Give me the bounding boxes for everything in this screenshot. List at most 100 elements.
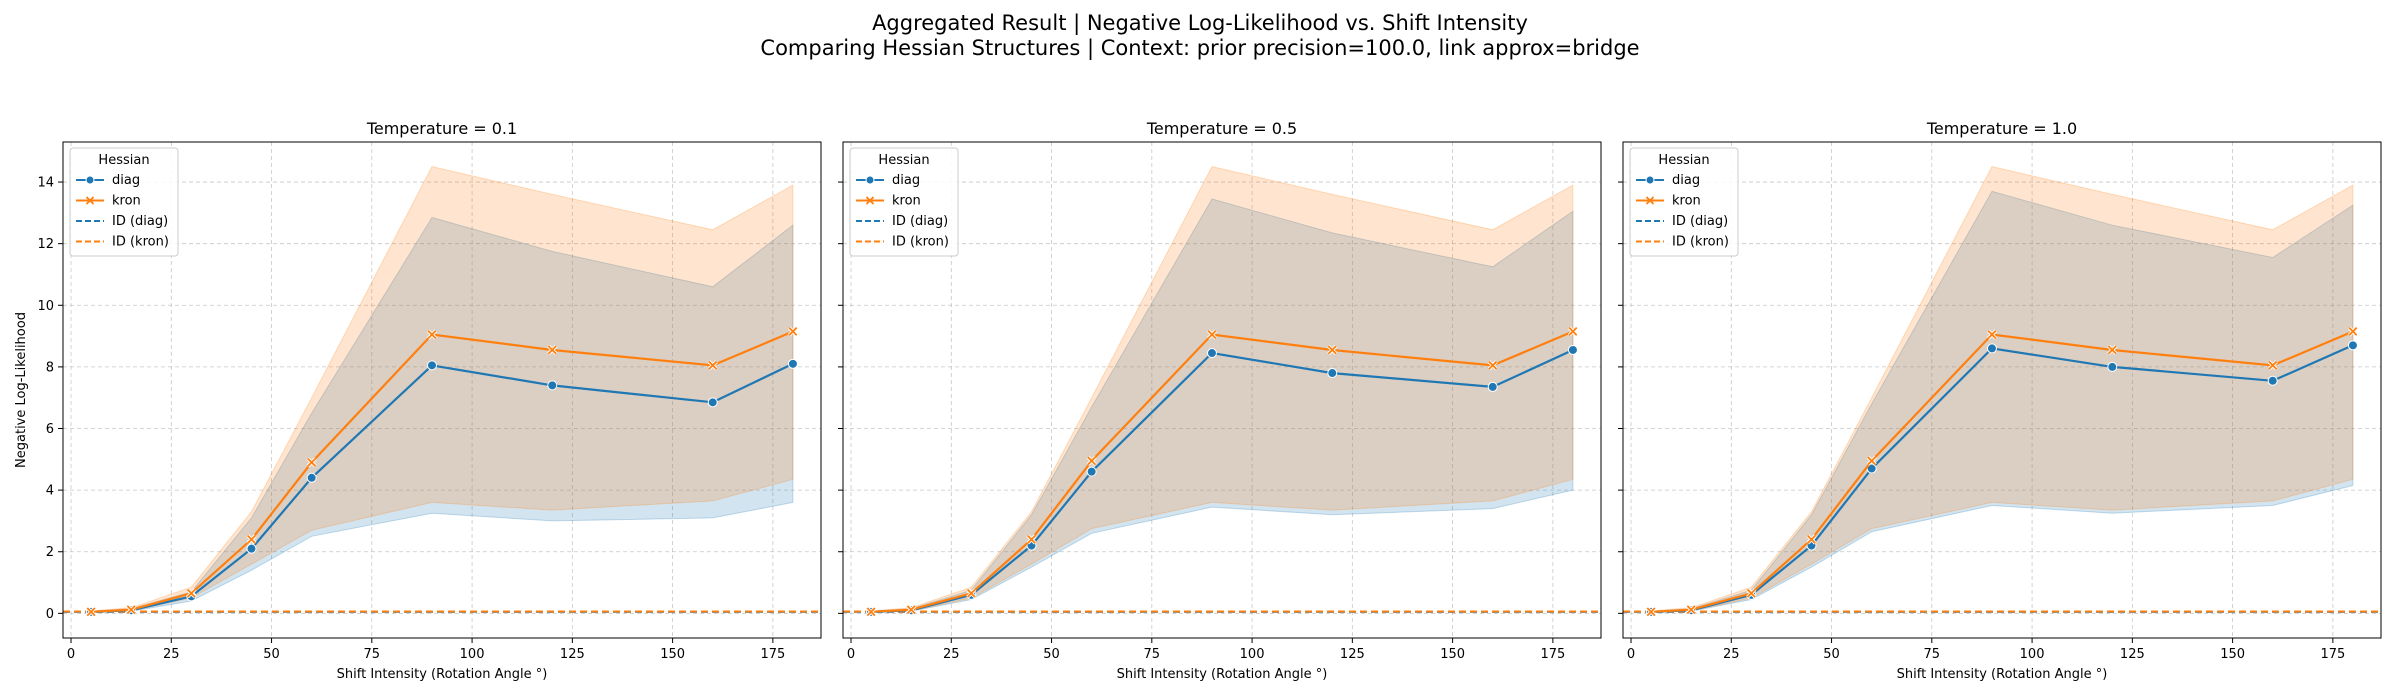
legend-marker: [1645, 196, 1655, 205]
panel-title: Temperature = 1.0: [1926, 119, 2077, 138]
x-tick-label: 25: [1723, 647, 1740, 662]
legend-label: diag: [1672, 173, 1700, 188]
kron-point: [1487, 360, 1498, 371]
diag-point: [1986, 343, 1997, 354]
diag-point: [547, 380, 558, 391]
y-tick-label: 2: [46, 545, 54, 560]
x-tick-label: 100: [1240, 647, 1265, 662]
kron-point: [2347, 326, 2359, 337]
legend-label: diag: [892, 173, 920, 188]
x-tick-label: 175: [2320, 647, 2345, 662]
legend-label: ID (diag): [892, 214, 948, 229]
kron-point: [2107, 344, 2118, 356]
kron-point: [306, 457, 317, 468]
diag-point: [787, 358, 798, 369]
legend-label: ID (kron): [892, 235, 949, 250]
kron-point: [1686, 604, 1697, 615]
legend-label: ID (diag): [112, 214, 168, 229]
y-tick-label: 4: [46, 484, 54, 499]
legend-marker: [1645, 175, 1655, 185]
panel-title: Temperature = 0.5: [1146, 119, 1297, 138]
x-tick-label: 125: [560, 647, 585, 662]
legend-entry: kron: [856, 194, 921, 209]
diag-point: [2107, 361, 2118, 372]
kron-point: [966, 588, 977, 599]
y-tick-label: 0: [46, 607, 54, 622]
legend-entry: ID (diag): [76, 214, 168, 229]
legend-box: [69, 147, 179, 257]
x-axis-label: Shift Intensity (Rotation Angle °): [1117, 667, 1328, 682]
panel-3: 0 25 50 75 100 125 150 175 Temperature = 1.0 Shif…: [1618, 119, 2382, 682]
x-tick-label: 25: [943, 647, 960, 662]
figure-title-line-2: Comparing Hessian Structures | Context: …: [760, 36, 1639, 61]
kron-confidence-band: [90, 166, 794, 613]
kron-confidence-band: [870, 166, 1574, 613]
legend: Hessian diag kron ID (diag) ID (kron): [849, 147, 959, 257]
x-tick-label: 125: [2120, 647, 2145, 662]
legend-label: ID (kron): [1672, 235, 1729, 250]
x-tick-label: 150: [660, 647, 685, 662]
x-tick-label: 0: [67, 647, 75, 662]
x-tick-label: 0: [1627, 647, 1635, 662]
kron-point: [1746, 588, 1757, 599]
kron-point: [2267, 360, 2278, 371]
y-tick-label: 12: [37, 237, 54, 252]
legend-marker: [865, 196, 875, 205]
kron-point: [1645, 606, 1657, 617]
y-tick-label: 8: [46, 360, 54, 375]
kron-point: [1806, 534, 1817, 545]
x-tick-label: 50: [1043, 647, 1060, 662]
kron-point: [1567, 326, 1579, 337]
kron-point: [906, 604, 917, 615]
legend-label: diag: [112, 173, 140, 188]
legend-entry: diag: [856, 173, 920, 188]
legend-box: [1629, 147, 1739, 257]
diag-point: [1487, 381, 1498, 392]
kron-confidence-band: [1650, 166, 2354, 613]
legend-marker: [85, 175, 95, 185]
diag-point: [707, 397, 718, 408]
legend-marker: [85, 196, 95, 205]
x-tick-label: 150: [2220, 647, 2245, 662]
kron-point: [1327, 344, 1338, 356]
legend: Hessian diag kron ID (diag) ID (kron): [1629, 147, 1739, 257]
legend-entry: ID (diag): [856, 214, 948, 229]
legend-entry: ID (kron): [1636, 235, 1729, 250]
kron-point: [186, 588, 197, 599]
legend-label: kron: [1672, 194, 1701, 209]
kron-point: [547, 344, 558, 356]
legend-entry: kron: [76, 194, 141, 209]
plot-area: [1623, 166, 2381, 617]
axes-frame: [62, 141, 822, 639]
legend: Hessian diag kron ID (diag) ID (kron): [69, 147, 179, 257]
plot-area: [843, 166, 1601, 617]
legend-entry: kron: [1636, 194, 1701, 209]
diag-point: [1206, 348, 1217, 359]
diag-point: [426, 360, 437, 371]
legend-marker: [865, 175, 875, 185]
legend-label: kron: [112, 194, 141, 209]
x-tick-label: 75: [1924, 647, 1941, 662]
x-tick-label: 100: [2020, 647, 2045, 662]
kron-point: [86, 606, 97, 617]
x-tick-label: 125: [1340, 647, 1365, 662]
legend-title: Hessian: [878, 153, 929, 168]
kron-point: [426, 329, 438, 340]
x-tick-label: 150: [1440, 647, 1465, 662]
x-tick-label: 50: [263, 647, 280, 662]
legend-entry: diag: [76, 173, 140, 188]
kron-point: [707, 360, 718, 371]
diag-point: [2267, 375, 2278, 386]
legend-entry: ID (kron): [76, 235, 169, 250]
diag-point: [2347, 340, 2358, 351]
x-axis-label: Shift Intensity (Rotation Angle °): [1897, 667, 2108, 682]
x-tick-label: 75: [1144, 647, 1161, 662]
kron-point: [1986, 329, 1998, 340]
legend-title: Hessian: [1658, 153, 1709, 168]
panels: 0 25 50 75 100 125 150 175 0 2 4 6 8 10 12 14 Temperatur…: [14, 119, 2382, 682]
kron-point: [866, 606, 877, 617]
legend-box: [849, 147, 959, 257]
x-tick-label: 25: [163, 647, 180, 662]
plot-area: [63, 166, 821, 617]
